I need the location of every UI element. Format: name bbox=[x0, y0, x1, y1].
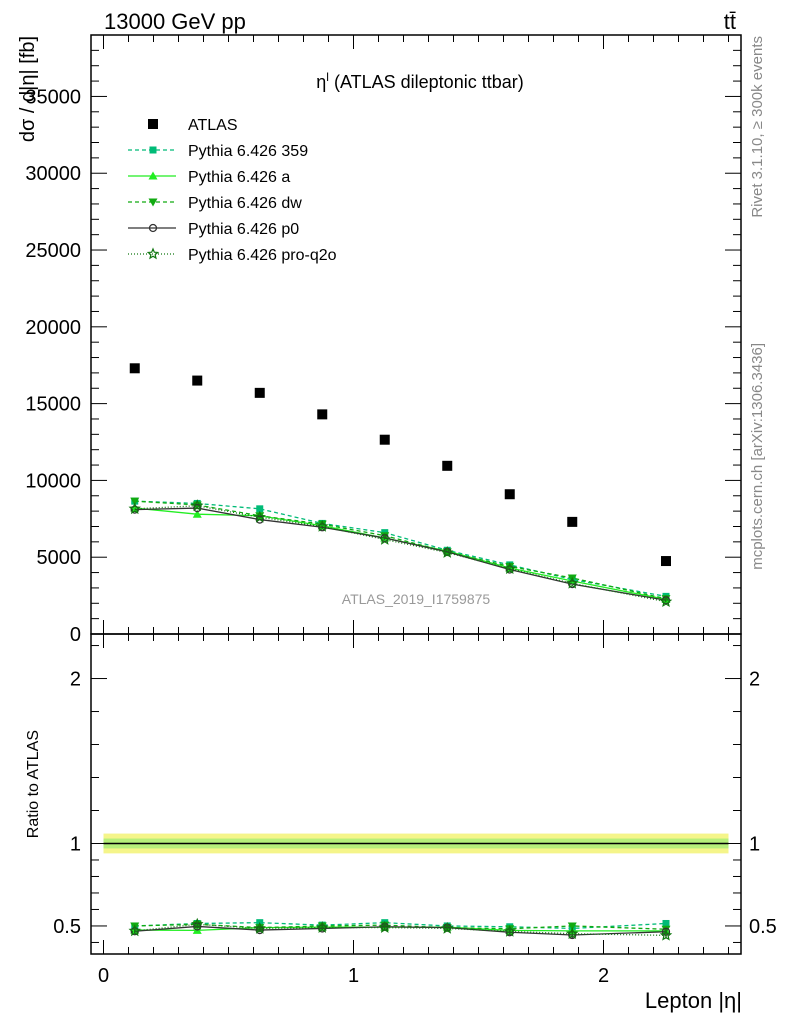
legend-label: Pythia 6.426 a bbox=[188, 169, 290, 186]
legend-label: Pythia 6.426 359 bbox=[188, 143, 308, 160]
y-tick-label: 20000 bbox=[25, 317, 81, 339]
series-1-main-point bbox=[192, 509, 202, 518]
y-tick-label: 25000 bbox=[25, 240, 81, 262]
atlas-data-point bbox=[442, 460, 453, 471]
x-axis-label: Lepton |η| bbox=[645, 988, 742, 1013]
series-4-ratio-point bbox=[441, 921, 454, 934]
ratio-y-tick-label-right: 0.5 bbox=[749, 916, 777, 938]
series-2-ratio-line bbox=[134, 923, 667, 930]
atlas-data-point bbox=[567, 516, 578, 527]
y-tick-label: 35000 bbox=[25, 86, 81, 108]
atlas-data-point bbox=[504, 489, 515, 500]
legend-marker bbox=[148, 119, 158, 129]
y-axis-label: dσ / d|η| [fb] bbox=[17, 36, 39, 142]
series-3-main-line bbox=[134, 507, 667, 601]
legend-marker bbox=[148, 171, 158, 180]
legend-marker bbox=[148, 198, 158, 207]
series-0-ratio-line bbox=[134, 922, 667, 930]
mcplots-reference-text: mcplots.cern.ch [arXiv:1306.3436] bbox=[749, 343, 766, 570]
series-4-main-point bbox=[253, 510, 266, 523]
ratio-y-axis-label: Ratio to ATLAS bbox=[25, 730, 42, 838]
ratio-uncertainty-band bbox=[103, 833, 729, 854]
ratio-y-tick-label: 1 bbox=[70, 833, 81, 855]
chart-title-sup: l bbox=[326, 70, 329, 84]
y-tick-label: 15000 bbox=[25, 394, 81, 416]
series-0-main-line bbox=[134, 500, 667, 598]
atlas-data-point bbox=[379, 434, 390, 445]
series-4-ratio-point bbox=[659, 928, 673, 941]
series-2-ratio-point bbox=[567, 922, 577, 931]
series-0-main-point bbox=[256, 505, 264, 513]
header-right: tt̄ bbox=[724, 9, 736, 34]
series-3-main-point bbox=[193, 503, 202, 513]
atlas-data-point bbox=[129, 363, 140, 374]
chart-title-rest: (ATLAS dileptonic ttbar) bbox=[329, 72, 524, 92]
series-4-main-point bbox=[315, 519, 329, 532]
legend-marker bbox=[146, 247, 160, 260]
chart-title-main: η bbox=[316, 72, 326, 92]
series-3-ratio-point bbox=[318, 924, 327, 933]
y-tick-label: 10000 bbox=[25, 470, 81, 492]
series-4-ratio-point bbox=[253, 921, 266, 934]
ratio-y-tick-label-right: 2 bbox=[749, 669, 760, 691]
series-4-ratio-point bbox=[128, 924, 142, 937]
series-4-ratio-point bbox=[315, 921, 329, 933]
rivet-version-text: Rivet 3.1.10, ≥ 300k events bbox=[749, 36, 766, 218]
series-4-main-point bbox=[128, 502, 141, 515]
legend-marker bbox=[149, 146, 157, 154]
series-4-main-point bbox=[659, 595, 673, 608]
x-tick-label: 0 bbox=[98, 965, 109, 987]
x-tick-label: 1 bbox=[348, 965, 359, 987]
series-4-ratio-point bbox=[190, 917, 204, 930]
legend-marker bbox=[148, 223, 158, 233]
series-3-main-point bbox=[255, 515, 264, 524]
ratio-y-tick-label: 0.5 bbox=[53, 916, 81, 938]
ratio-series-layer bbox=[128, 917, 673, 941]
legend: ATLAS Pythia 6.426 359 Pythia 6.426 a Pythi… bbox=[128, 117, 337, 264]
series-4-main-point bbox=[565, 576, 579, 589]
ratio-y-tick-label: 2 bbox=[70, 669, 81, 691]
series-3-main-point bbox=[505, 565, 514, 574]
atlas-data-point bbox=[661, 556, 671, 567]
x-tick-label: 2 bbox=[598, 965, 609, 987]
analysis-id: ATLAS_2019_I1759875 bbox=[342, 591, 491, 607]
legend-label: ATLAS bbox=[188, 117, 238, 134]
ratio-y-tick-label-right: 1 bbox=[749, 833, 760, 855]
series-2-main-point bbox=[380, 532, 390, 541]
axis-tick-labels: 0 1 2 0 5000 10000 15000 20000 25000 30000 35000 0.… bbox=[25, 86, 776, 987]
atlas-data-point bbox=[317, 409, 328, 420]
series-4-main-point bbox=[440, 546, 454, 558]
series-2-main-point bbox=[317, 520, 327, 529]
series-4-main-point bbox=[191, 499, 204, 512]
series-4-main-line bbox=[134, 505, 667, 603]
series-0-ratio-point bbox=[662, 919, 670, 927]
series-4-main-point bbox=[503, 562, 516, 575]
series-4-ratio-line bbox=[134, 923, 667, 937]
main-series-layer bbox=[128, 363, 673, 608]
series-4-main-point bbox=[378, 532, 391, 545]
axis-ticks bbox=[91, 34, 741, 954]
legend-label: Pythia 6.426 pro-q2o bbox=[188, 247, 337, 264]
ratio-panel-frame bbox=[90, 633, 742, 955]
y-tick-label: 30000 bbox=[25, 163, 81, 185]
series-4-ratio-point bbox=[378, 921, 392, 933]
series-4-ratio-point bbox=[566, 927, 579, 940]
series-4-ratio-point bbox=[503, 924, 516, 937]
y-tick-label: 5000 bbox=[37, 547, 82, 569]
header-left: 13000 GeV pp bbox=[104, 9, 246, 34]
series-2-main-point bbox=[130, 497, 140, 506]
legend-label: Pythia 6.426 p0 bbox=[188, 221, 299, 238]
series-3-main-point bbox=[568, 579, 577, 589]
series-3-main-point bbox=[130, 505, 139, 514]
series-2-main-point bbox=[505, 562, 515, 571]
chart-title: ηl (ATLAS dileptonic ttbar) bbox=[316, 70, 523, 92]
y-tick-label: 0 bbox=[70, 624, 81, 646]
series-3-ratio-point bbox=[130, 927, 139, 936]
atlas-data-point bbox=[254, 387, 265, 398]
atlas-data-point bbox=[192, 375, 203, 386]
legend-label: Pythia 6.426 dw bbox=[188, 195, 302, 212]
